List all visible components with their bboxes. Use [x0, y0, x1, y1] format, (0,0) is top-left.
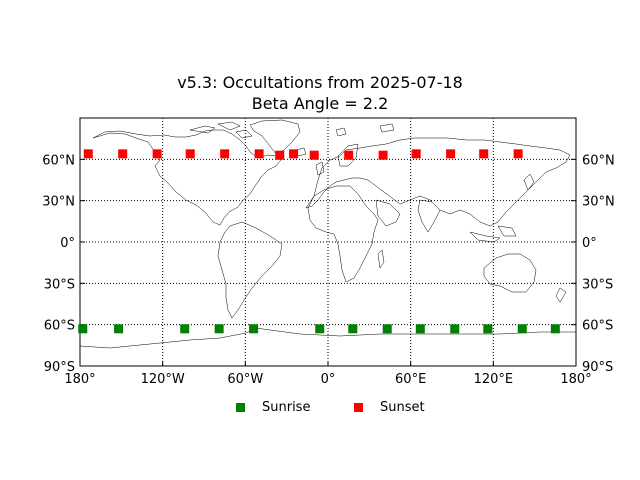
legend-swatch-sunset	[354, 403, 363, 412]
sunrise-marker	[450, 324, 460, 334]
sunrise-marker	[78, 324, 88, 334]
legend-item-sunrise: Sunrise	[236, 400, 310, 415]
x-tick-label: 120°E	[474, 372, 514, 387]
sunset-marker	[220, 149, 230, 159]
y-tick-label-right: 30°N	[582, 195, 615, 210]
coastline-map	[79, 119, 576, 349]
sunset-marker	[118, 149, 128, 159]
sunrise-marker	[483, 324, 493, 334]
sunrise-marker	[315, 324, 325, 334]
y-tick-label-left: 30°N	[42, 195, 75, 210]
legend: Sunrise Sunset	[0, 400, 640, 420]
sunrise-marker	[517, 324, 527, 334]
legend-label-sunset: Sunset	[380, 400, 425, 415]
x-tick-label: 60°W	[227, 372, 263, 387]
y-tick-label-right: 60°N	[582, 153, 615, 168]
y-tick-label-left: 60°N	[42, 153, 75, 168]
sunrise-marker	[180, 324, 190, 334]
sunset-marker	[254, 149, 264, 159]
occultation-markers	[78, 149, 560, 334]
sunrise-marker	[249, 324, 259, 334]
tick-marks	[79, 158, 577, 367]
sunrise-marker	[348, 324, 358, 334]
sunset-marker	[513, 149, 523, 159]
y-tick-label-left: 90°S	[44, 360, 75, 375]
sunset-marker	[83, 149, 93, 159]
sunrise-marker	[214, 324, 224, 334]
y-tick-label-left: 60°S	[44, 319, 75, 334]
tick-labels: 180° 120°W 60°W 0° 60°E 120°E 180° 60°N 60°N 30°N…	[42, 153, 615, 387]
sunset-marker	[446, 149, 456, 159]
sunrise-marker	[114, 324, 124, 334]
y-tick-label-right: 30°S	[582, 277, 613, 292]
x-tick-label: 180°	[64, 372, 95, 387]
sunset-marker	[344, 150, 354, 160]
sunset-marker	[309, 150, 319, 160]
chart-title: v5.3: Occultations from 2025-07-18	[177, 73, 463, 92]
y-tick-label-right: 90°S	[582, 360, 613, 375]
sunrise-marker	[415, 324, 425, 334]
sunrise-marker	[550, 324, 560, 334]
y-tick-label-right: 0°	[582, 236, 597, 251]
chart-subtitle: Beta Angle = 2.2	[251, 94, 389, 113]
x-tick-label: 60°E	[395, 372, 426, 387]
legend-label-sunrise: Sunrise	[262, 400, 311, 415]
legend-item-sunset: Sunset	[354, 400, 425, 415]
sunset-marker	[185, 149, 195, 159]
sunrise-marker	[382, 324, 392, 334]
sunset-marker	[152, 149, 162, 159]
legend-swatch-sunrise	[236, 403, 245, 412]
x-tick-label: 120°W	[141, 372, 185, 387]
y-tick-label-left: 30°S	[44, 277, 75, 292]
sunset-marker	[289, 149, 299, 159]
y-tick-label-left: 0°	[60, 236, 75, 251]
x-tick-label: 180°	[560, 372, 591, 387]
grid-lines	[80, 118, 576, 366]
x-tick-label: 0°	[321, 372, 336, 387]
sunset-marker	[275, 150, 285, 160]
sunset-marker	[378, 150, 388, 160]
y-tick-label-right: 60°S	[582, 319, 613, 334]
sunset-marker	[411, 149, 421, 159]
sunset-marker	[479, 149, 489, 159]
